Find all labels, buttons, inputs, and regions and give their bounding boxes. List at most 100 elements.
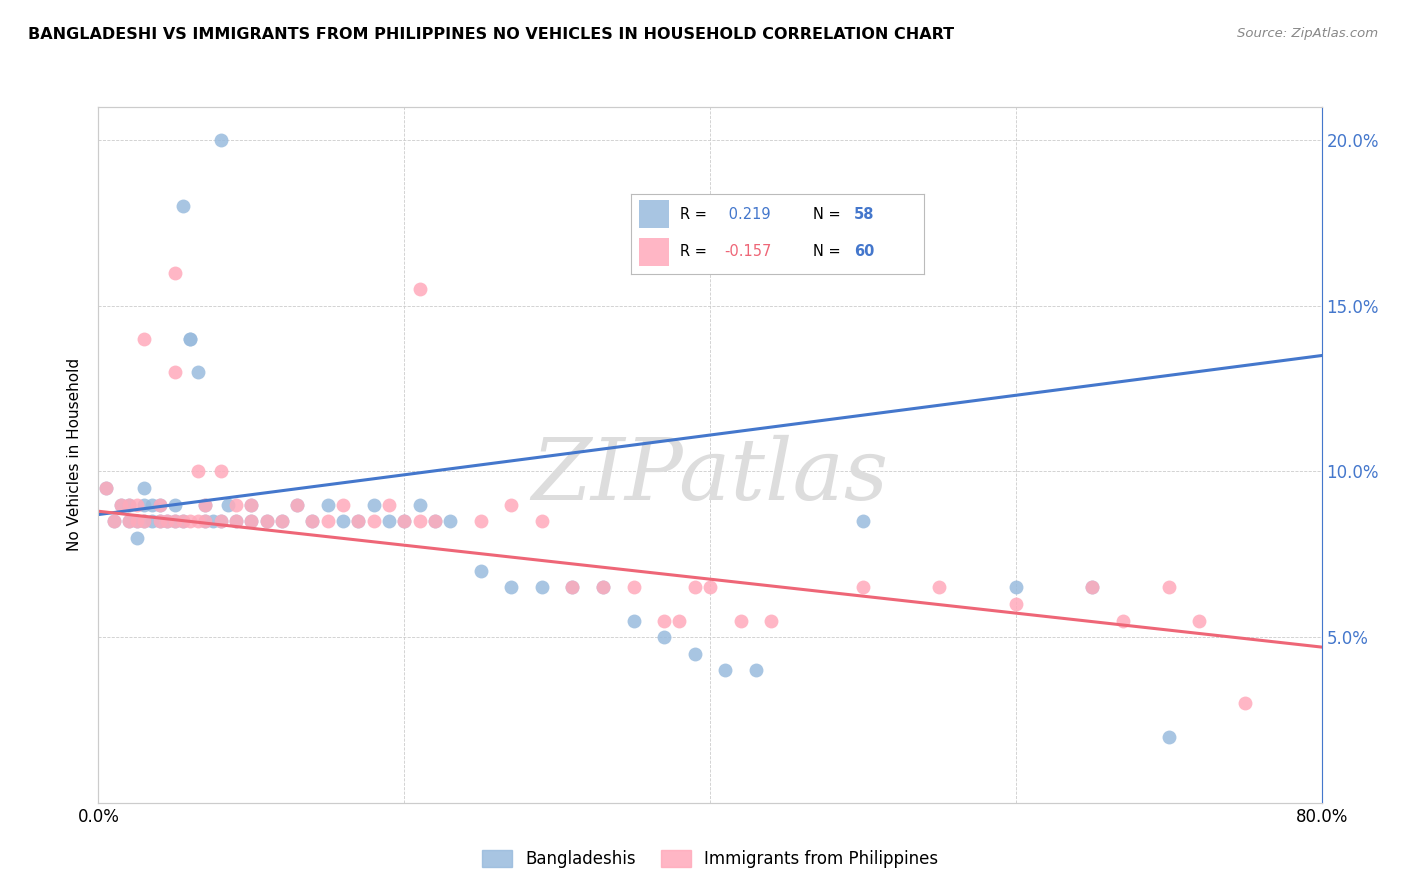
Point xyxy=(194,498,217,512)
Point xyxy=(179,514,201,528)
Point xyxy=(149,514,172,528)
Point xyxy=(1081,581,1104,595)
Point xyxy=(470,564,492,578)
Point xyxy=(530,581,553,595)
Point xyxy=(240,498,263,512)
Point xyxy=(561,581,583,595)
Point xyxy=(408,282,430,296)
Point xyxy=(501,498,523,512)
Point xyxy=(745,663,768,677)
Point xyxy=(363,498,385,512)
Point xyxy=(187,465,209,479)
Point xyxy=(1004,581,1026,595)
Point xyxy=(285,498,308,512)
Point xyxy=(110,498,132,512)
Point xyxy=(408,498,430,512)
Text: -0.157: -0.157 xyxy=(724,244,772,259)
Point xyxy=(156,514,179,528)
Point xyxy=(363,514,385,528)
Point xyxy=(592,581,614,595)
Text: R =: R = xyxy=(681,244,711,259)
Point xyxy=(623,581,645,595)
Point xyxy=(683,581,706,595)
Point xyxy=(408,514,430,528)
Point xyxy=(1112,614,1135,628)
Point xyxy=(187,514,209,528)
Point xyxy=(172,514,194,528)
Point xyxy=(501,581,523,595)
Point xyxy=(225,514,247,528)
Point xyxy=(730,614,752,628)
Point xyxy=(118,498,141,512)
Point xyxy=(347,514,370,528)
Point xyxy=(392,514,416,528)
Point xyxy=(134,481,156,495)
Point xyxy=(714,663,737,677)
Point xyxy=(179,332,201,346)
Point xyxy=(1004,597,1026,611)
Point xyxy=(592,581,614,595)
Point xyxy=(202,514,225,528)
Point xyxy=(392,514,416,528)
Text: R =: R = xyxy=(681,207,711,221)
Point xyxy=(301,514,323,528)
Point xyxy=(179,332,201,346)
Point xyxy=(439,514,461,528)
Point xyxy=(316,498,339,512)
Point xyxy=(347,514,370,528)
Legend: Bangladeshis, Immigrants from Philippines: Bangladeshis, Immigrants from Philippine… xyxy=(475,843,945,874)
Point xyxy=(270,514,292,528)
Point xyxy=(217,498,239,512)
Point xyxy=(301,514,323,528)
Point xyxy=(125,514,148,528)
Point xyxy=(1188,614,1211,628)
Text: BANGLADESHI VS IMMIGRANTS FROM PHILIPPINES NO VEHICLES IN HOUSEHOLD CORRELATION : BANGLADESHI VS IMMIGRANTS FROM PHILIPPIN… xyxy=(28,27,955,42)
Point xyxy=(125,514,148,528)
Point xyxy=(332,514,354,528)
Point xyxy=(110,498,132,512)
Text: 58: 58 xyxy=(853,207,875,221)
Point xyxy=(187,365,209,379)
Point xyxy=(141,514,163,528)
Point xyxy=(240,498,263,512)
Point xyxy=(194,498,217,512)
Point xyxy=(125,531,148,545)
Point xyxy=(683,647,706,661)
Point xyxy=(652,614,675,628)
FancyBboxPatch shape xyxy=(640,201,669,228)
Point xyxy=(103,514,125,528)
Point xyxy=(209,514,232,528)
Point xyxy=(94,481,117,495)
Point xyxy=(209,465,232,479)
Text: 0.219: 0.219 xyxy=(724,207,770,221)
Point xyxy=(118,514,141,528)
Point xyxy=(163,514,186,528)
Point xyxy=(225,514,247,528)
Point xyxy=(623,614,645,628)
Point xyxy=(172,514,194,528)
Point xyxy=(699,581,721,595)
Text: ZIPatlas: ZIPatlas xyxy=(531,434,889,517)
Point xyxy=(209,514,232,528)
Point xyxy=(240,514,263,528)
FancyBboxPatch shape xyxy=(640,238,669,266)
Point xyxy=(125,498,148,512)
Text: 60: 60 xyxy=(853,244,875,259)
Point xyxy=(240,514,263,528)
Point xyxy=(94,481,117,495)
Point xyxy=(134,332,156,346)
Point xyxy=(149,498,172,512)
Point xyxy=(270,514,292,528)
Point xyxy=(378,498,401,512)
Point xyxy=(118,498,141,512)
Point xyxy=(530,514,553,528)
Text: N =: N = xyxy=(813,244,845,259)
Point xyxy=(156,514,179,528)
Point xyxy=(134,514,156,528)
Point xyxy=(1234,697,1257,711)
Point xyxy=(149,498,172,512)
Text: N =: N = xyxy=(813,207,845,221)
Point xyxy=(285,498,308,512)
Point xyxy=(103,514,125,528)
Point xyxy=(209,133,232,147)
